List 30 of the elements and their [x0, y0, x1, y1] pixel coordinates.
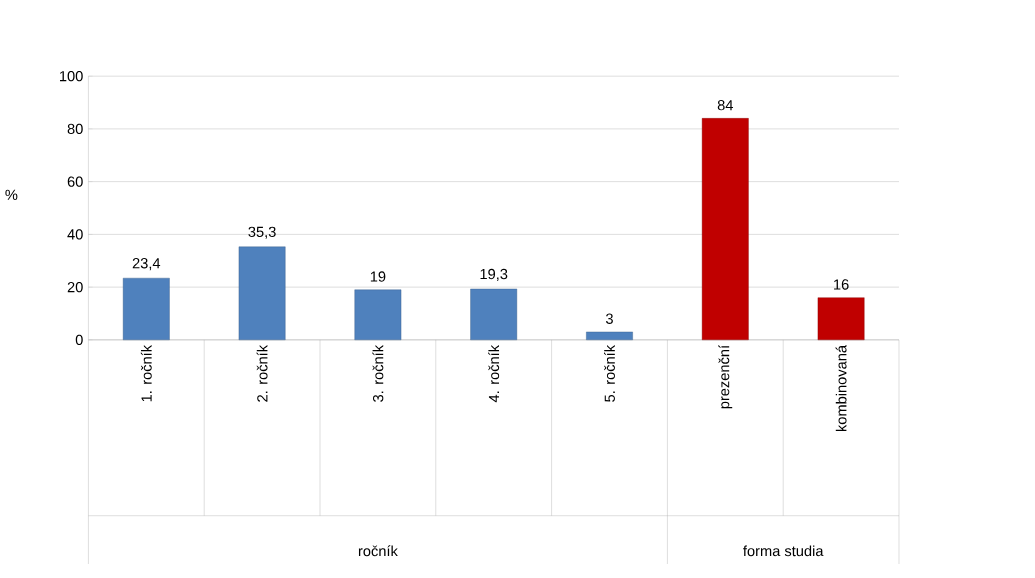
x-tick-label: prezenční	[718, 344, 733, 409]
bar	[817, 297, 865, 340]
x-tick-label: kombinovaná	[835, 344, 847, 432]
bar	[122, 277, 170, 340]
x-tick-label: 3. ročník	[372, 344, 384, 402]
bar	[701, 118, 749, 340]
bar	[354, 289, 402, 340]
x-tick-label: 2. ročník	[256, 344, 268, 402]
y-tick-label: 60	[67, 176, 83, 187]
data-label: 35,3	[248, 226, 276, 239]
y-tick-label: 20	[67, 281, 83, 293]
data-label: 16	[834, 279, 849, 290]
data-label: 84	[717, 99, 734, 111]
y-tick-label: 80	[67, 123, 83, 135]
x-tick-label: 1. ročník	[140, 344, 152, 402]
bar	[586, 331, 633, 340]
text: ročník	[358, 545, 398, 557]
data-label: 19	[370, 271, 386, 282]
bar	[470, 288, 518, 340]
text: forma studia	[743, 545, 824, 557]
y-tick-label: 0	[75, 334, 83, 345]
x-tick-label: 5. ročník	[604, 344, 615, 402]
data-label: 3	[605, 313, 613, 324]
data-label: 23,4	[132, 257, 161, 271]
y-tick-label: 100	[60, 70, 83, 82]
y-tick-label: 40	[67, 229, 83, 240]
x-tick-label: 4. ročník	[488, 344, 500, 403]
data-label: 19,3	[480, 268, 508, 281]
bar	[238, 246, 286, 340]
y-axis-title: %	[5, 189, 18, 200]
